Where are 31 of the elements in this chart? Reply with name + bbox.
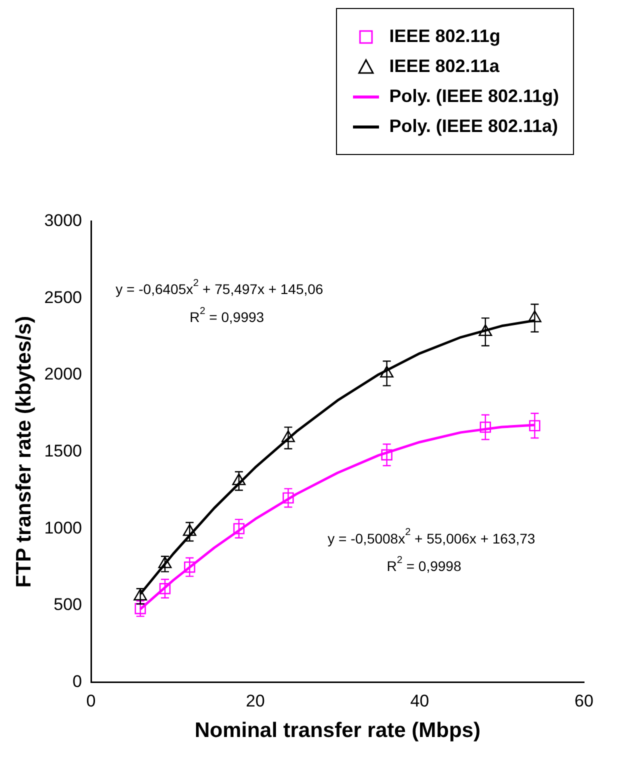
point	[480, 422, 492, 433]
x-axis-title: Nominal transfer rate (Mbps)	[194, 719, 480, 742]
x-tick-label: 40	[410, 691, 430, 710]
point	[528, 310, 542, 322]
y-tick-label: 500	[54, 595, 82, 614]
y-axis-title: FTP transfer rate (kbytes/s)	[12, 316, 36, 588]
y-tick-label: 3000	[44, 210, 82, 230]
legend-label: Poly. (IEEE 802.11g)	[389, 86, 559, 107]
point	[232, 473, 246, 486]
y-tick-label: 1000	[44, 518, 82, 538]
point	[282, 492, 294, 504]
point	[134, 603, 146, 614]
point	[233, 523, 245, 534]
point	[282, 430, 295, 442]
point	[381, 449, 392, 460]
point	[182, 524, 196, 536]
point	[529, 420, 540, 432]
x-tick-label: 20	[246, 691, 265, 710]
point	[184, 562, 196, 573]
legend-label: Poly. (IEEE 802.11a)	[389, 116, 558, 137]
y-tick-label: 2000	[44, 364, 82, 384]
legend-label: IEEE 802.11g	[389, 26, 500, 47]
point	[159, 583, 171, 594]
y-tick-label: 2500	[44, 288, 82, 307]
y-tick-label: 1500	[44, 441, 82, 460]
y-tick-label: 0	[72, 672, 82, 692]
point	[380, 366, 394, 378]
x-tick-label: 0	[86, 691, 96, 710]
point	[478, 324, 492, 336]
legend-label: IEEE 802.11a	[389, 56, 500, 77]
x-tick-label: 60	[574, 691, 594, 710]
